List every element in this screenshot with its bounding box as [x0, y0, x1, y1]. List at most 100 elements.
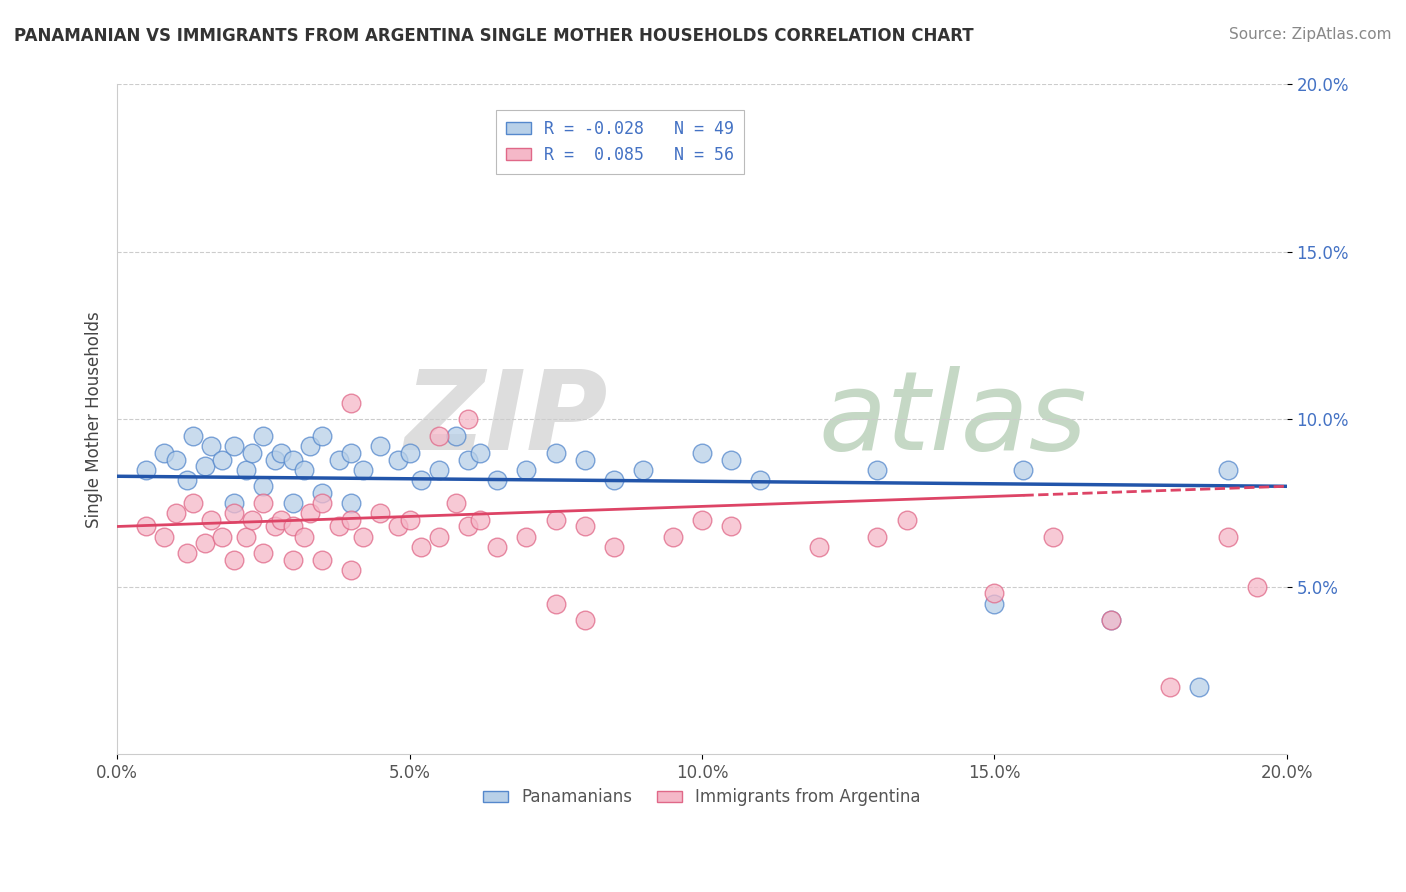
- Point: [194, 536, 217, 550]
- Point: [311, 486, 333, 500]
- Point: [200, 513, 222, 527]
- Point: [211, 529, 233, 543]
- Point: [211, 452, 233, 467]
- Point: [574, 452, 596, 467]
- Point: [368, 506, 391, 520]
- Point: [224, 439, 246, 453]
- Point: [1099, 613, 1122, 627]
- Point: [411, 473, 433, 487]
- Point: [690, 446, 713, 460]
- Point: [200, 439, 222, 453]
- Point: [1216, 462, 1239, 476]
- Point: [340, 513, 363, 527]
- Point: [457, 452, 479, 467]
- Point: [896, 513, 918, 527]
- Point: [340, 563, 363, 577]
- Point: [240, 513, 263, 527]
- Point: [165, 506, 187, 520]
- Point: [311, 553, 333, 567]
- Point: [515, 529, 537, 543]
- Point: [292, 462, 315, 476]
- Point: [1246, 580, 1268, 594]
- Point: [311, 429, 333, 443]
- Point: [328, 519, 350, 533]
- Point: [340, 395, 363, 409]
- Point: [299, 506, 322, 520]
- Point: [252, 429, 274, 443]
- Point: [264, 452, 287, 467]
- Point: [252, 479, 274, 493]
- Point: [398, 446, 420, 460]
- Point: [281, 519, 304, 533]
- Point: [544, 513, 567, 527]
- Point: [235, 529, 257, 543]
- Point: [352, 462, 374, 476]
- Point: [457, 412, 479, 426]
- Point: [866, 529, 889, 543]
- Point: [427, 429, 450, 443]
- Point: [340, 446, 363, 460]
- Point: [544, 446, 567, 460]
- Point: [224, 496, 246, 510]
- Text: Source: ZipAtlas.com: Source: ZipAtlas.com: [1229, 27, 1392, 42]
- Point: [299, 439, 322, 453]
- Point: [574, 519, 596, 533]
- Point: [292, 529, 315, 543]
- Point: [486, 473, 509, 487]
- Point: [457, 519, 479, 533]
- Point: [281, 496, 304, 510]
- Point: [661, 529, 683, 543]
- Point: [224, 506, 246, 520]
- Point: [1012, 462, 1035, 476]
- Point: [515, 462, 537, 476]
- Point: [235, 462, 257, 476]
- Point: [398, 513, 420, 527]
- Point: [720, 452, 742, 467]
- Point: [240, 446, 263, 460]
- Point: [181, 429, 204, 443]
- Point: [411, 540, 433, 554]
- Point: [486, 540, 509, 554]
- Point: [446, 496, 468, 510]
- Point: [807, 540, 830, 554]
- Point: [1216, 529, 1239, 543]
- Point: [749, 473, 772, 487]
- Point: [153, 529, 176, 543]
- Point: [252, 546, 274, 560]
- Point: [866, 462, 889, 476]
- Point: [574, 613, 596, 627]
- Point: [135, 462, 157, 476]
- Point: [1159, 680, 1181, 694]
- Point: [368, 439, 391, 453]
- Point: [264, 519, 287, 533]
- Point: [340, 496, 363, 510]
- Y-axis label: Single Mother Households: Single Mother Households: [86, 311, 103, 528]
- Point: [603, 473, 626, 487]
- Point: [281, 553, 304, 567]
- Point: [544, 597, 567, 611]
- Point: [427, 462, 450, 476]
- Point: [176, 473, 198, 487]
- Point: [603, 540, 626, 554]
- Point: [983, 586, 1005, 600]
- Text: atlas: atlas: [818, 366, 1087, 473]
- Point: [446, 429, 468, 443]
- Text: PANAMANIAN VS IMMIGRANTS FROM ARGENTINA SINGLE MOTHER HOUSEHOLDS CORRELATION CHA: PANAMANIAN VS IMMIGRANTS FROM ARGENTINA …: [14, 27, 974, 45]
- Point: [252, 496, 274, 510]
- Point: [165, 452, 187, 467]
- Legend: Panamanians, Immigrants from Argentina: Panamanians, Immigrants from Argentina: [477, 781, 928, 813]
- Point: [281, 452, 304, 467]
- Point: [1188, 680, 1211, 694]
- Point: [387, 452, 409, 467]
- Point: [176, 546, 198, 560]
- Point: [311, 496, 333, 510]
- Point: [1042, 529, 1064, 543]
- Point: [690, 513, 713, 527]
- Point: [328, 452, 350, 467]
- Point: [181, 496, 204, 510]
- Point: [1099, 613, 1122, 627]
- Point: [135, 519, 157, 533]
- Point: [270, 446, 292, 460]
- Point: [224, 553, 246, 567]
- Point: [468, 446, 491, 460]
